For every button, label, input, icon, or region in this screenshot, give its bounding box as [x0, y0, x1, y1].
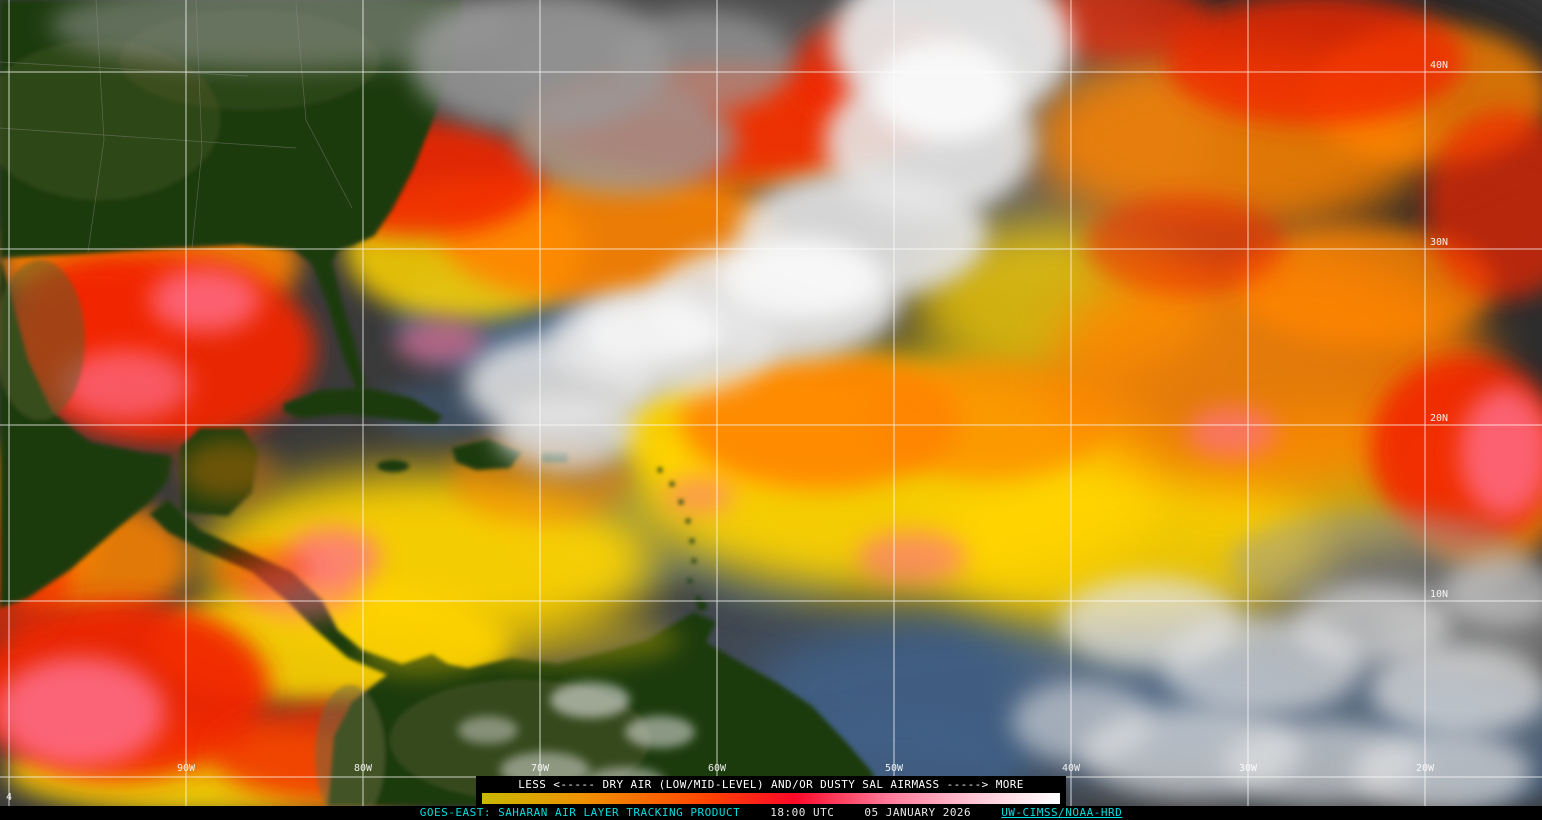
- lon-label: 70W: [531, 763, 550, 774]
- lesser-antilles-land: [657, 467, 701, 602]
- land-dust-accents: [180, 440, 680, 675]
- lon-label: 60W: [708, 763, 727, 774]
- product-date: 05 JANUARY 2026: [864, 806, 972, 819]
- lat-label: 30N: [1430, 237, 1448, 248]
- lon-label: 90W: [177, 763, 196, 774]
- frame-marker: 4: [6, 792, 12, 803]
- lat-label: 20N: [1430, 413, 1448, 424]
- legend-caption: LESS <----- DRY AIR (LOW/MID-LEVEL) AND/…: [518, 778, 1024, 791]
- product-name: GOES-EAST: SAHARAN AIR LAYER TRACKING PR…: [419, 806, 741, 819]
- lon-label: 80W: [354, 763, 373, 774]
- lat-label: 40N: [1430, 60, 1448, 71]
- lon-label: 20W: [1416, 763, 1435, 774]
- product-credit: UW-CIMSS/NOAA-HRD: [1001, 806, 1123, 819]
- product-caption-bar: GOES-EAST: SAHARAN AIR LAYER TRACKING PR…: [0, 806, 1542, 820]
- sal-legend: LESS <----- DRY AIR (LOW/MID-LEVEL) AND/…: [476, 776, 1066, 806]
- mexico-land: [0, 258, 172, 608]
- grid-labels-layer: 40N 30N 20N 10N 90W 80W 70W 60W 50W 40W …: [6, 60, 1448, 803]
- lon-label: 50W: [885, 763, 904, 774]
- legend-gradient-bar: [482, 793, 1060, 804]
- lon-label: 30W: [1239, 763, 1258, 774]
- lat-label: 10N: [1430, 589, 1448, 600]
- lon-label: 40W: [1062, 763, 1081, 774]
- trinidad-land: [697, 601, 707, 611]
- jamaica-land: [377, 460, 409, 472]
- product-time: 18:00 UTC: [770, 806, 835, 819]
